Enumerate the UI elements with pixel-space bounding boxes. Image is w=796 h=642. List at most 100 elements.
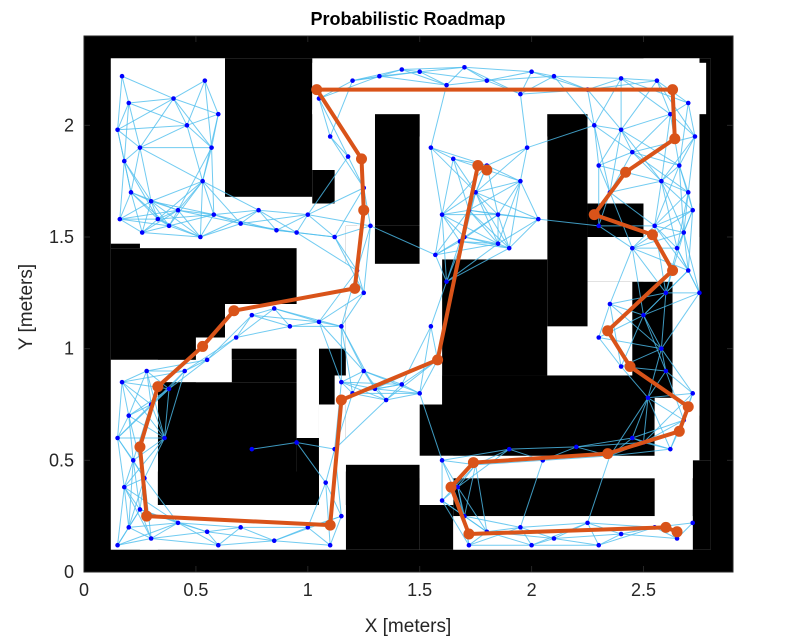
roadmap-edge (430, 147, 443, 215)
roadmap-edge (177, 522, 241, 528)
roadmap-edge (594, 124, 622, 131)
roadmap-edge (128, 404, 152, 417)
roadmap-edge (632, 209, 693, 249)
roadmap-edge (419, 71, 487, 82)
roadmap-node (495, 241, 501, 246)
roadmap-edge (475, 147, 528, 193)
roadmap-edge (468, 526, 521, 546)
roadmap-node (332, 234, 337, 240)
roadmap-node (350, 78, 355, 83)
roadmap-edge (211, 147, 215, 215)
roadmap-edge (441, 165, 488, 216)
obstacle-region (224, 58, 313, 197)
roadmap-edge (204, 80, 213, 148)
roadmap-edge (177, 522, 208, 533)
roadmap-node (596, 223, 602, 229)
roadmap-edge (598, 337, 662, 350)
path-waypoint (463, 528, 475, 540)
roadmap-node (399, 382, 405, 387)
roadmap-edge (121, 381, 152, 405)
roadmap-node (204, 529, 210, 535)
roadmap-edge (123, 102, 130, 162)
roadmap-edge (251, 307, 275, 316)
roadmap-edge (553, 533, 622, 539)
roadmap-edge (531, 71, 588, 91)
roadmap-edge (430, 147, 454, 160)
roadmap-edge (598, 526, 655, 546)
roadmap-edge (468, 209, 539, 220)
path-waypoint (667, 84, 679, 96)
roadmap-edge (124, 477, 145, 488)
roadmap-edge (538, 218, 599, 227)
path-waypoint (671, 526, 683, 538)
roadmap-edge (435, 241, 461, 256)
roadmap-edge (307, 214, 371, 227)
roadmap-node (629, 149, 635, 155)
roadmap-edge (341, 381, 353, 394)
roadmap-node (529, 69, 534, 75)
roadmap-edge (199, 214, 215, 238)
roadmap-edge (419, 326, 432, 394)
path-waypoint (467, 457, 479, 469)
roadmap-edge (598, 165, 611, 193)
roadmap-edge (146, 370, 152, 405)
roadmap-edge (631, 248, 644, 316)
roadmap-edge (475, 459, 543, 466)
roadmap-node (663, 290, 669, 296)
roadmap-edge (441, 209, 470, 216)
roadmap-edge (202, 180, 242, 224)
roadmap-node (148, 536, 154, 541)
roadmap-edge (631, 151, 662, 182)
roadmap-edge (654, 225, 678, 249)
roadmap-edge (609, 303, 644, 316)
roadmap-edge (497, 218, 539, 245)
roadmap-edge (173, 80, 206, 99)
roadmap-node (166, 223, 172, 229)
roadmap-node (148, 198, 154, 204)
roadmap-node (690, 207, 696, 213)
roadmap-edge (676, 232, 685, 249)
roadmap-edge (509, 446, 577, 450)
roadmap-edge (457, 448, 510, 488)
roadmap-edge (186, 124, 212, 149)
roadmap-edge (202, 181, 215, 215)
roadmap-edge (687, 102, 696, 137)
roadmap-edge (258, 209, 277, 231)
roadmap-edge (475, 191, 539, 220)
roadmap-edge (660, 180, 685, 233)
roadmap-node (462, 64, 467, 70)
roadmap-node (618, 364, 624, 369)
roadmap-edge (128, 460, 134, 528)
roadmap-edge (157, 218, 201, 238)
roadmap-node (345, 154, 351, 159)
roadmap-edge (307, 187, 364, 216)
roadmap-node (629, 435, 635, 441)
roadmap-node (171, 96, 176, 101)
roadmap-node (692, 134, 698, 139)
roadmap-edge (117, 527, 130, 546)
roadmap-edge (486, 75, 554, 82)
roadmap-node (674, 245, 680, 251)
roadmap-edge (441, 214, 448, 282)
path-waypoint (624, 361, 636, 373)
roadmap-edge (609, 292, 666, 305)
roadmap-edge (150, 404, 166, 439)
roadmap-node (518, 525, 523, 530)
roadmap-edge (463, 464, 477, 517)
x-tick-label: 2.5 (631, 580, 656, 600)
roadmap-edge (519, 460, 544, 528)
roadmap-edge (609, 303, 622, 367)
roadmap-edge (665, 370, 694, 394)
roadmap-edge (128, 102, 188, 126)
roadmap-edge (687, 210, 694, 271)
roadmap-edge (151, 200, 214, 216)
roadmap-edge (235, 308, 275, 338)
roadmap-edge (598, 151, 633, 166)
roadmap-edge (352, 370, 365, 394)
roadmap-node (316, 319, 322, 325)
roadmap-node (574, 444, 579, 450)
roadmap-edge (329, 136, 365, 189)
roadmap-edge (576, 437, 633, 448)
roadmap-edge (151, 531, 208, 539)
roadmap-edge (334, 236, 365, 294)
